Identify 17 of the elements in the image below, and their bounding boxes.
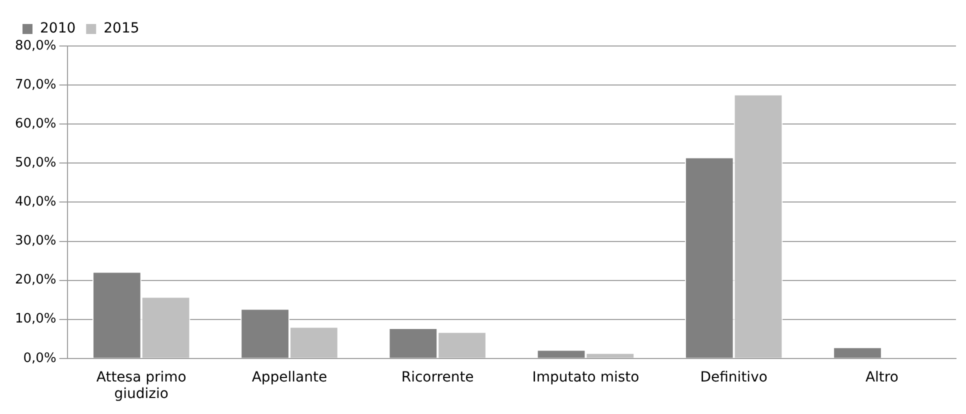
legend-label: 2010: [40, 20, 76, 37]
legend-label: 2015: [104, 20, 140, 37]
y-tick-label: 70,0%: [14, 77, 56, 92]
y-tick-label: 10,0%: [14, 312, 56, 327]
y-tick-label: 50,0%: [14, 156, 56, 171]
x-tick-label: Ricorrente: [401, 369, 474, 386]
y-tick-label: 40,0%: [14, 194, 56, 210]
x-tick-label: Attesa primo giudizio: [96, 369, 186, 402]
y-tick-label: 30,0%: [14, 234, 56, 249]
x-tick-label: Altro: [865, 369, 898, 386]
y-tick-label: 60,0%: [14, 116, 56, 132]
y-tick-label: 0,0%: [23, 350, 56, 366]
x-tick-label: Definitivo: [700, 369, 768, 386]
y-tick-label: 20,0%: [14, 272, 56, 288]
x-tick-label: Appellante: [252, 369, 328, 386]
y-tick-label: 80,0%: [14, 38, 56, 54]
x-tick-label: Imputato misto: [532, 369, 640, 386]
